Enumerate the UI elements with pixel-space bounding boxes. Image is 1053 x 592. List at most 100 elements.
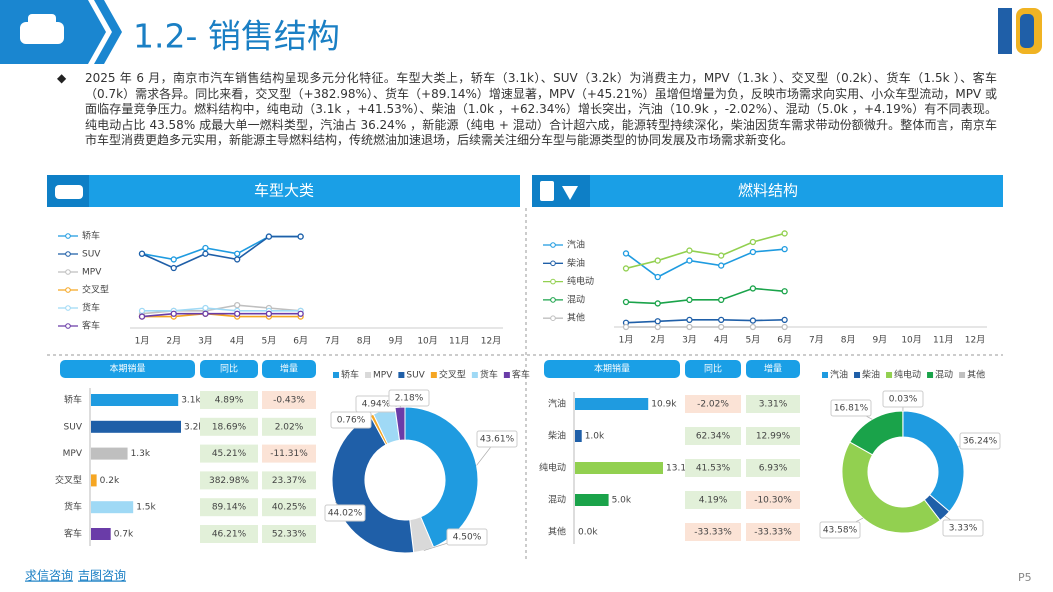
point <box>622 250 630 257</box>
legend-label: 客车 <box>82 320 100 332</box>
legend-marker <box>65 287 71 293</box>
table-cell <box>262 525 316 543</box>
table-cell-text: 52.33% <box>272 530 307 540</box>
legend-label: 其他 <box>967 369 985 381</box>
legend-swatch <box>959 372 966 378</box>
series-line <box>141 312 301 318</box>
footer-link[interactable]: 求信咨询 <box>25 568 73 583</box>
series-line <box>141 235 301 269</box>
point <box>234 256 241 263</box>
row-label: 客车 <box>64 528 82 540</box>
table-cell-text: -33.33% <box>694 528 732 538</box>
table-cell <box>746 491 800 509</box>
label-box <box>388 389 430 407</box>
point <box>265 233 273 240</box>
data-label: 4.94% <box>362 400 391 410</box>
logo <box>998 8 1012 54</box>
footer-link[interactable]: 吉图咨询 <box>78 568 126 583</box>
header-chevron <box>94 0 122 64</box>
x-tick-label: 7月 <box>325 336 340 347</box>
point <box>297 233 304 240</box>
point <box>138 313 146 320</box>
point <box>686 316 693 324</box>
plug-icon <box>562 186 578 200</box>
legend-label: 混动 <box>567 294 585 305</box>
data-label: 4.50% <box>453 533 482 543</box>
series-line <box>625 319 785 324</box>
legend-marker <box>65 305 71 311</box>
x-tick-label: 1月 <box>619 335 634 346</box>
table-cell <box>746 523 800 541</box>
table-cell <box>200 498 258 517</box>
table-header-label: 增量 <box>280 363 298 375</box>
x-tick-label: 3月 <box>198 336 213 347</box>
data-label: 44.02% <box>328 509 363 519</box>
legend-marker <box>550 278 556 285</box>
table-cell <box>262 498 316 517</box>
bar <box>91 447 128 460</box>
bar-label: 0.0k <box>578 528 598 538</box>
x-tick-label: 4月 <box>230 336 245 347</box>
page-title: 1.2- 销售结构 <box>133 17 340 56</box>
legend-label: MPV <box>373 371 393 381</box>
x-tick-label: 2月 <box>650 335 665 346</box>
legend-label: 交叉型 <box>82 284 109 296</box>
series-line <box>625 232 785 270</box>
x-tick-label: 12月 <box>481 336 501 347</box>
legend-marker <box>550 242 556 248</box>
table-header <box>262 360 316 378</box>
point <box>781 288 788 295</box>
data-label: 36.24% <box>963 437 998 447</box>
bar <box>91 394 179 406</box>
bar <box>91 528 111 540</box>
legend-label: 汽油 <box>567 239 585 251</box>
table-cell-text: 12.99% <box>756 432 791 442</box>
point <box>265 310 273 317</box>
legend-label: 货车 <box>82 302 100 314</box>
point <box>749 317 757 324</box>
row-label: 货车 <box>64 501 82 513</box>
series-line <box>142 307 301 312</box>
legend-marker <box>65 251 71 257</box>
data-label: 0.03% <box>889 395 918 405</box>
legend-swatch <box>886 372 893 378</box>
point <box>202 304 209 312</box>
bar-label: 3.1k <box>181 396 201 406</box>
table-cell-text: 6.93% <box>759 464 788 474</box>
table-header-label: 本期销量 <box>109 363 145 375</box>
row-label: 纯电动 <box>539 462 566 474</box>
table-cell-text: 3.31% <box>759 400 788 410</box>
x-tick-label: 9月 <box>872 335 887 346</box>
point <box>622 265 630 272</box>
table-header <box>200 360 258 378</box>
bar-label: 1.0k <box>585 432 605 442</box>
point <box>781 245 788 253</box>
table-cell <box>685 427 741 445</box>
bar-label: 0.7k <box>114 530 134 540</box>
row-label: 柴油 <box>548 430 566 442</box>
table-cell <box>746 427 800 445</box>
point <box>654 300 661 307</box>
label-box <box>324 504 366 522</box>
legend-marker <box>65 323 71 329</box>
table-header <box>685 360 741 378</box>
table-header-label: 增量 <box>764 363 782 375</box>
point <box>718 252 725 259</box>
table-cell <box>200 471 258 490</box>
table-cell-text: 382.98% <box>209 476 249 486</box>
car-icon <box>20 22 64 44</box>
legend-label: 纯电动 <box>567 275 594 287</box>
point <box>170 256 177 263</box>
legend-marker <box>65 233 71 239</box>
point <box>749 323 757 331</box>
point <box>234 301 241 309</box>
data-label: 2.18% <box>395 394 424 404</box>
x-tick-label: 9月 <box>388 336 403 347</box>
row-label: 混动 <box>548 495 566 506</box>
legend-swatch <box>333 372 339 378</box>
point <box>654 273 661 281</box>
bar-label: 0.2k <box>100 476 120 486</box>
point <box>686 247 693 254</box>
label-box <box>942 519 984 537</box>
